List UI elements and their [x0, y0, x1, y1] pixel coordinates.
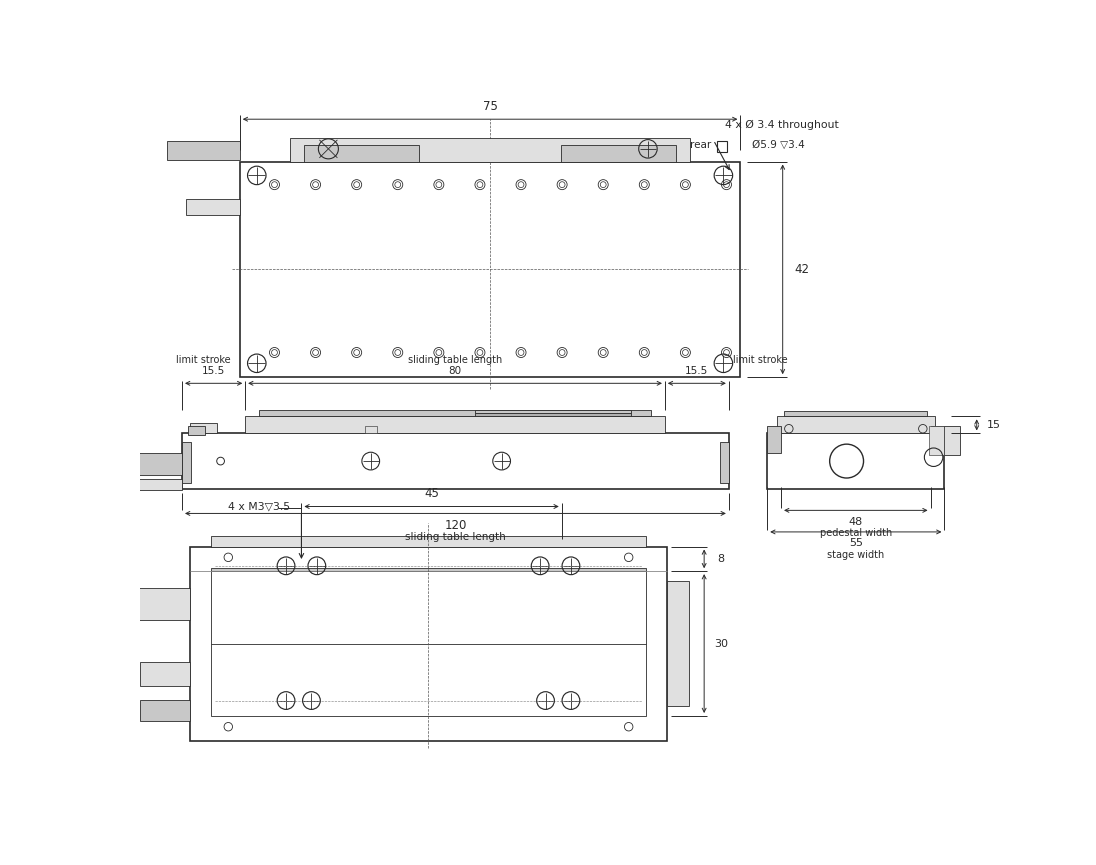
Bar [561, 144, 676, 162]
Bar [186, 198, 240, 215]
Bar [240, 162, 740, 377]
Text: pedestal width: pedestal width [820, 529, 892, 538]
Text: limit stroke: limit stroke [732, 356, 787, 365]
Bar [167, 141, 240, 160]
Bar [189, 426, 205, 435]
Bar [212, 571, 646, 716]
Bar [190, 423, 217, 433]
Bar [246, 416, 665, 433]
Text: 4 x M3▽3.5: 4 x M3▽3.5 [228, 502, 290, 511]
Bar [785, 411, 927, 416]
Bar [777, 416, 935, 433]
Bar [667, 581, 688, 706]
Bar [365, 426, 377, 433]
Text: 15.5: 15.5 [202, 366, 226, 376]
Bar [767, 426, 781, 452]
Bar [717, 141, 728, 151]
Bar [289, 138, 690, 162]
Text: 48: 48 [848, 517, 863, 527]
Text: sliding table length: sliding table length [406, 532, 506, 542]
Bar [720, 442, 729, 484]
Text: 30: 30 [715, 638, 728, 649]
Text: 15: 15 [986, 420, 1001, 430]
Text: sliding table length: sliding table length [408, 356, 502, 365]
Text: 45: 45 [424, 487, 439, 500]
Text: 8: 8 [718, 554, 724, 564]
Bar [122, 588, 190, 620]
Text: 120: 120 [444, 519, 467, 532]
Bar [140, 700, 190, 721]
Bar [304, 144, 420, 162]
Bar [767, 433, 945, 489]
Text: 15.5: 15.5 [685, 366, 708, 376]
Text: stage width: stage width [827, 550, 884, 560]
Text: rear: rear [690, 139, 711, 150]
Text: 55: 55 [848, 539, 863, 548]
Text: 4 x Ø 3.4 throughout: 4 x Ø 3.4 throughout [724, 119, 838, 130]
Bar [475, 410, 631, 413]
Bar [945, 426, 960, 455]
Bar [475, 413, 631, 416]
Bar [259, 410, 651, 416]
Text: 80: 80 [448, 366, 461, 376]
Bar [929, 426, 945, 455]
Bar [212, 535, 646, 547]
Bar [136, 479, 182, 490]
Bar [114, 453, 182, 475]
Bar [931, 426, 945, 452]
Bar [140, 662, 190, 686]
Text: limit stroke: limit stroke [176, 356, 230, 365]
Bar [182, 433, 729, 489]
Bar [212, 568, 646, 571]
Bar [182, 442, 192, 484]
Text: 75: 75 [482, 99, 498, 112]
Text: 42: 42 [795, 263, 810, 276]
Text: Ø5.9 ▽3.4: Ø5.9 ▽3.4 [752, 139, 804, 150]
Bar [190, 547, 667, 740]
